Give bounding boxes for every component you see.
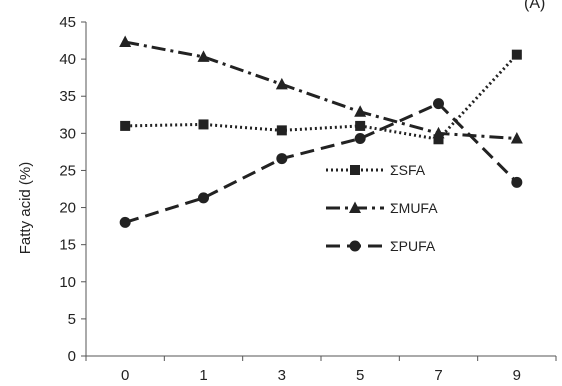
data-point-square: [511, 49, 522, 60]
series-layer: [119, 35, 523, 228]
data-point-square: [350, 165, 360, 175]
data-point-triangle: [275, 77, 288, 90]
data-point-square: [120, 120, 131, 131]
y-tick-label: 25: [59, 162, 76, 179]
legend-item: ΣSFA: [326, 162, 426, 178]
y-tick-label: 40: [59, 51, 76, 68]
x-tick-label: 9: [513, 367, 521, 381]
y-tick-label: 0: [68, 348, 76, 365]
legend-item: ΣPUFA: [326, 238, 436, 254]
data-point-circle: [198, 192, 209, 204]
y-tick-label: 35: [59, 88, 76, 105]
x-tick-label: 3: [278, 367, 286, 381]
data-point-circle: [433, 98, 444, 110]
data-point-circle: [354, 133, 366, 145]
data-point-triangle: [354, 105, 367, 117]
series-2: [119, 35, 523, 144]
series-line: [124, 40, 517, 141]
data-point-circle: [119, 216, 131, 228]
data-point-circle: [511, 176, 523, 188]
data-point-circle: [276, 153, 288, 165]
y-tick-label: 20: [59, 200, 76, 217]
y-tick-label: 15: [59, 237, 76, 254]
data-point-circle: [349, 240, 361, 252]
legend: ΣSFA ΣMUFA ΣPUFA: [326, 162, 438, 254]
data-point-square: [433, 134, 444, 145]
data-point-square: [198, 119, 209, 130]
legend-item: ΣMUFA: [326, 200, 438, 216]
corner-label: (A): [524, 0, 545, 12]
series-line: [125, 53, 518, 141]
data-point-triangle: [119, 35, 132, 48]
series-3: [119, 98, 523, 228]
data-point-square: [276, 125, 287, 136]
y-tick-label: 45: [59, 14, 76, 31]
y-axis-label: Fatty acid (%): [17, 162, 34, 255]
y-tick-label: 30: [59, 125, 76, 142]
legend-label: ΣSFA: [390, 162, 426, 178]
legend-label: ΣPUFA: [390, 238, 436, 254]
series-1: [120, 49, 522, 145]
series-line: [124, 101, 518, 224]
y-tick-label: 10: [59, 274, 76, 291]
y-tick-label: 5: [68, 311, 76, 328]
x-tick-label: 1: [199, 367, 207, 381]
legend-label: ΣMUFA: [390, 200, 438, 216]
x-tick-label: 5: [356, 367, 364, 381]
data-point-square: [355, 120, 366, 131]
data-point-triangle: [510, 132, 523, 144]
data-point-triangle: [349, 201, 361, 213]
data-point-triangle: [432, 126, 445, 139]
data-point-triangle: [197, 50, 210, 62]
x-tick-label: 0: [121, 367, 129, 381]
x-tick-label: 7: [434, 367, 442, 381]
